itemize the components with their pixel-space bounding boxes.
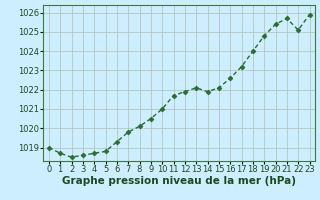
X-axis label: Graphe pression niveau de la mer (hPa): Graphe pression niveau de la mer (hPa) xyxy=(62,176,296,186)
